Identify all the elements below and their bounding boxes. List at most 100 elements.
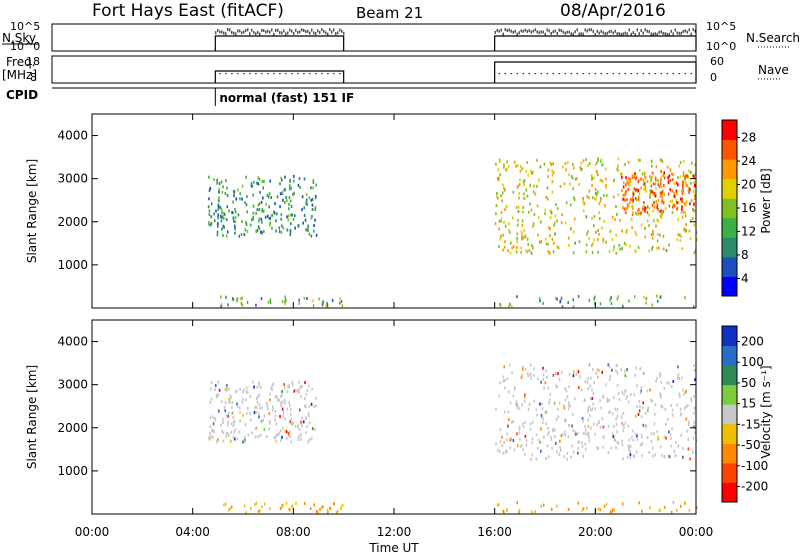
- echo-cell: [588, 436, 590, 440]
- echo-cell: [308, 196, 311, 200]
- echo-cell: [289, 230, 292, 234]
- echo-cell: [591, 388, 593, 392]
- echo-cell: [540, 504, 543, 508]
- echo-cell: [640, 386, 643, 390]
- echo-cell: [660, 209, 663, 213]
- echo-cell: [687, 175, 690, 179]
- ytick-label: 3000: [57, 378, 88, 392]
- echo-cell: [559, 439, 561, 443]
- echo-cell: [632, 190, 634, 194]
- echo-cell: [693, 197, 696, 201]
- echo-cell: [652, 229, 654, 233]
- echo-cell: [566, 457, 568, 461]
- echo-cell: [611, 368, 613, 372]
- echo-cell: [607, 363, 610, 367]
- echo-cell: [513, 448, 516, 452]
- nsky-sample: [554, 29, 556, 33]
- echo-cell: [659, 508, 661, 512]
- nave-sample: [672, 73, 674, 75]
- echo-cell: [599, 425, 602, 429]
- echo-cell: [331, 299, 334, 303]
- echo-cell: [632, 198, 634, 202]
- echo-cell: [208, 189, 211, 193]
- echo-cell: [537, 233, 539, 237]
- echo-cell: [229, 507, 232, 511]
- nsky-sample: [588, 28, 590, 32]
- echo-cell: [209, 425, 212, 429]
- echo-cell: [683, 501, 686, 505]
- echo-cell: [613, 245, 615, 249]
- echo-cell: [625, 176, 627, 180]
- echo-cell: [496, 195, 498, 199]
- echo-cell: [521, 403, 523, 407]
- echo-cell: [627, 187, 629, 191]
- echo-cell: [231, 401, 234, 405]
- echo-cell: [280, 213, 283, 217]
- echo-cell: [608, 250, 611, 254]
- echo-cell: [220, 180, 223, 184]
- echo-cell: [313, 503, 316, 507]
- echo-cell: [594, 407, 596, 411]
- echo-cell: [651, 203, 654, 207]
- echo-cell: [578, 240, 581, 244]
- echo-cell: [629, 244, 632, 248]
- nsky-sample: [578, 32, 580, 36]
- echo-cell: [666, 165, 669, 169]
- echo-cell: [272, 382, 275, 386]
- echo-cell: [635, 188, 637, 192]
- echo-cell: [572, 450, 575, 454]
- echo-cell: [669, 455, 672, 459]
- nave-sample: [612, 73, 614, 75]
- nsky-sample: [279, 31, 281, 35]
- echo-cell: [577, 501, 579, 505]
- echo-cell: [593, 380, 595, 384]
- echo-cell: [260, 230, 262, 234]
- echo-cell: [685, 183, 687, 187]
- echo-cell: [244, 435, 246, 439]
- echo-cell: [564, 398, 567, 402]
- echo-cell: [308, 414, 310, 418]
- echo-cell: [287, 432, 290, 436]
- echo-cell: [278, 226, 281, 230]
- echo-cell: [638, 191, 641, 195]
- nsky-sample: [680, 31, 682, 35]
- echo-cell: [242, 440, 244, 444]
- echo-cell: [252, 180, 255, 184]
- echo-cell: [525, 248, 527, 252]
- echo-cell: [211, 428, 214, 432]
- echo-cell: [311, 387, 313, 391]
- echo-cell: [255, 410, 258, 414]
- echo-cell: [292, 217, 295, 221]
- nsky-sample: [692, 28, 694, 32]
- echo-cell: [688, 229, 691, 233]
- echo-cell: [517, 184, 520, 188]
- echo-cell: [554, 221, 556, 225]
- nave-sample: [576, 73, 578, 75]
- echo-cell: [314, 205, 317, 209]
- echo-cell: [226, 205, 229, 209]
- echo-cell: [518, 183, 521, 187]
- echo-cell: [636, 434, 638, 438]
- echo-cell: [584, 380, 587, 384]
- echo-cell: [313, 223, 315, 227]
- echo-cell: [573, 397, 576, 401]
- echo-cell: [255, 181, 258, 185]
- echo-cell: [512, 244, 515, 248]
- echo-cell: [618, 398, 621, 402]
- echo-cell: [497, 448, 499, 452]
- echo-cell: [648, 213, 650, 217]
- echo-cell: [694, 378, 696, 382]
- echo-cell: [267, 300, 270, 304]
- echo-cell: [504, 188, 506, 192]
- nsky-sample: [522, 29, 524, 33]
- echo-cell: [581, 441, 583, 445]
- echo-cell: [255, 303, 257, 307]
- echo-cell: [615, 446, 617, 450]
- echo-cell: [507, 410, 510, 414]
- echo-cell: [594, 163, 597, 167]
- nave-sample: [654, 73, 656, 75]
- echo-cell: [579, 165, 581, 169]
- echo-cell: [665, 422, 667, 426]
- nsky-sample: [500, 28, 502, 32]
- echo-cell: [303, 397, 306, 401]
